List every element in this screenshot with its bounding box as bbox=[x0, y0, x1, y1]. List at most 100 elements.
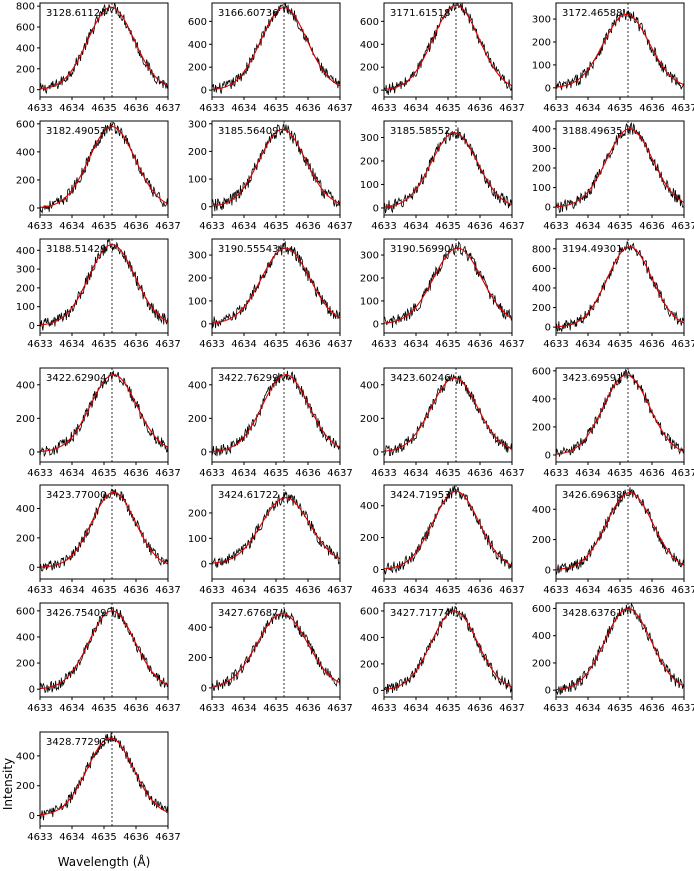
x-tick-label: 4635 bbox=[263, 339, 288, 350]
observed-spectrum-line bbox=[40, 606, 168, 693]
y-tick-label: 400 bbox=[532, 631, 551, 642]
fit-curve-line bbox=[40, 6, 168, 90]
x-tick-label: 4636 bbox=[467, 468, 492, 479]
y-tick-label: 200 bbox=[532, 658, 551, 669]
y-tick-label: 200 bbox=[360, 273, 379, 284]
panel-3: 4633 4634 4635 4636 4637 0 200 400 600 3171.61518 bbox=[360, 2, 525, 114]
x-tick-label: 4634 bbox=[403, 221, 428, 232]
y-tick-label: 400 bbox=[16, 504, 35, 515]
panel-1: 4633 4634 4635 4636 4637 0 200 400 600 800 3128.61… bbox=[16, 2, 181, 114]
x-tick-label: 4635 bbox=[91, 221, 116, 232]
panel-time-label: 3427.71774 bbox=[390, 608, 450, 619]
panel-time-label: 3172.46588 bbox=[562, 8, 622, 19]
x-tick-label: 4635 bbox=[435, 468, 460, 479]
panel-23: 4633 4634 4635 4636 4637 0 200 400 600 3427.71774 bbox=[360, 602, 525, 714]
y-tick-label: 0 bbox=[545, 565, 551, 576]
x-tick-label: 4635 bbox=[263, 221, 288, 232]
panel-time-label: 3422.62904 bbox=[46, 373, 106, 384]
observed-spectrum-line bbox=[384, 3, 512, 96]
y-tick-label: 300 bbox=[532, 15, 551, 26]
panel-22: 4633 4634 4635 4636 4637 0 200 400 3427.67687 bbox=[188, 602, 353, 714]
x-tick-label: 4633 bbox=[371, 103, 396, 114]
y-tick-label: 400 bbox=[16, 246, 35, 257]
panel-17: 4633 4634 4635 4636 4637 0 200 400 3423.77000 bbox=[16, 484, 181, 596]
x-tick-label: 4634 bbox=[403, 103, 428, 114]
y-tick-label: 400 bbox=[188, 380, 207, 391]
y-tick-label: 200 bbox=[16, 533, 35, 544]
panel-12: 4633 4634 4635 4636 4637 0 200 400 600 800 3194.49… bbox=[532, 238, 694, 350]
y-tick-label: 400 bbox=[360, 501, 379, 512]
x-tick-label: 4635 bbox=[91, 703, 116, 714]
panel-9: 4633 4634 4635 4636 4637 0 100 200 300 400 3188.51… bbox=[16, 238, 181, 350]
fit-curve-line bbox=[212, 247, 340, 324]
x-tick-label: 4636 bbox=[295, 585, 320, 596]
x-tick-label: 4636 bbox=[123, 103, 148, 114]
x-tick-label: 4637 bbox=[671, 468, 694, 479]
y-tick-label: 600 bbox=[188, 17, 207, 28]
x-tick-label: 4634 bbox=[231, 339, 256, 350]
y-tick-label: 200 bbox=[188, 653, 207, 664]
x-tick-label: 4633 bbox=[199, 585, 224, 596]
x-tick-label: 4633 bbox=[27, 339, 52, 350]
panel-5: 4633 4634 4635 4636 4637 0 200 400 600 3182.49052 bbox=[16, 119, 181, 232]
y-tick-label: 0 bbox=[201, 319, 207, 330]
x-tick-label: 4633 bbox=[199, 703, 224, 714]
observed-spectrum-line bbox=[384, 373, 512, 457]
x-tick-label: 4633 bbox=[199, 103, 224, 114]
x-tick-label: 4636 bbox=[123, 221, 148, 232]
x-tick-label: 4634 bbox=[59, 703, 84, 714]
x-tick-label: 4634 bbox=[575, 339, 600, 350]
x-tick-label: 4637 bbox=[155, 703, 180, 714]
fit-curve-line bbox=[556, 246, 684, 328]
y-tick-label: 400 bbox=[16, 43, 35, 54]
x-tick-label: 4636 bbox=[295, 703, 320, 714]
x-tick-label: 4637 bbox=[327, 339, 352, 350]
y-tick-label: 600 bbox=[360, 606, 379, 617]
x-tick-label: 4634 bbox=[403, 468, 428, 479]
y-tick-label: 400 bbox=[188, 623, 207, 634]
y-tick-label: 0 bbox=[29, 203, 35, 214]
fit-curve-line bbox=[212, 128, 340, 207]
y-tick-label: 200 bbox=[188, 414, 207, 425]
x-tick-label: 4636 bbox=[467, 339, 492, 350]
panel-4: 4633 4634 4635 4636 4637 0 100 200 300 3172.46588 bbox=[532, 2, 694, 114]
fit-curve-line bbox=[384, 490, 512, 570]
x-tick-label: 4636 bbox=[467, 103, 492, 114]
y-tick-label: 200 bbox=[16, 175, 35, 186]
y-tick-label: 0 bbox=[373, 203, 379, 214]
panel-18: 4633 4634 4635 4636 4637 0 100 200 3424.61722 bbox=[188, 484, 353, 596]
y-tick-label: 600 bbox=[532, 264, 551, 275]
observed-spectrum-line bbox=[40, 488, 168, 572]
panel-time-label: 3428.63761 bbox=[562, 608, 622, 619]
observed-spectrum-line bbox=[556, 241, 684, 332]
x-tick-label: 4635 bbox=[607, 221, 632, 232]
x-tick-label: 4637 bbox=[327, 585, 352, 596]
x-tick-label: 4635 bbox=[435, 221, 460, 232]
x-tick-label: 4633 bbox=[543, 468, 568, 479]
fit-curve-line bbox=[40, 491, 168, 568]
y-tick-label: 0 bbox=[201, 202, 207, 213]
x-tick-label: 4635 bbox=[263, 468, 288, 479]
x-tick-label: 4635 bbox=[263, 703, 288, 714]
x-tick-label: 4636 bbox=[295, 221, 320, 232]
panel-time-label: 3423.77000 bbox=[46, 490, 106, 501]
panel-time-label: 3182.49052 bbox=[46, 126, 106, 137]
x-tick-label: 4633 bbox=[371, 468, 396, 479]
y-tick-label: 200 bbox=[16, 64, 35, 75]
x-tick-label: 4635 bbox=[607, 468, 632, 479]
x-tick-label: 4633 bbox=[27, 832, 52, 843]
y-tick-label: 0 bbox=[373, 686, 379, 697]
y-tick-label: 800 bbox=[532, 244, 551, 255]
x-tick-label: 4633 bbox=[543, 585, 568, 596]
fit-curve-line bbox=[556, 607, 684, 691]
panel-time-label: 3422.76299 bbox=[218, 373, 278, 384]
x-tick-label: 4636 bbox=[467, 221, 492, 232]
x-tick-label: 4633 bbox=[371, 703, 396, 714]
x-tick-label: 4634 bbox=[575, 221, 600, 232]
y-tick-label: 100 bbox=[188, 296, 207, 307]
fit-curve-line bbox=[384, 377, 512, 452]
y-tick-label: 0 bbox=[201, 559, 207, 570]
y-tick-label: 0 bbox=[29, 447, 35, 458]
x-tick-label: 4636 bbox=[639, 103, 664, 114]
y-tick-label: 0 bbox=[545, 83, 551, 94]
